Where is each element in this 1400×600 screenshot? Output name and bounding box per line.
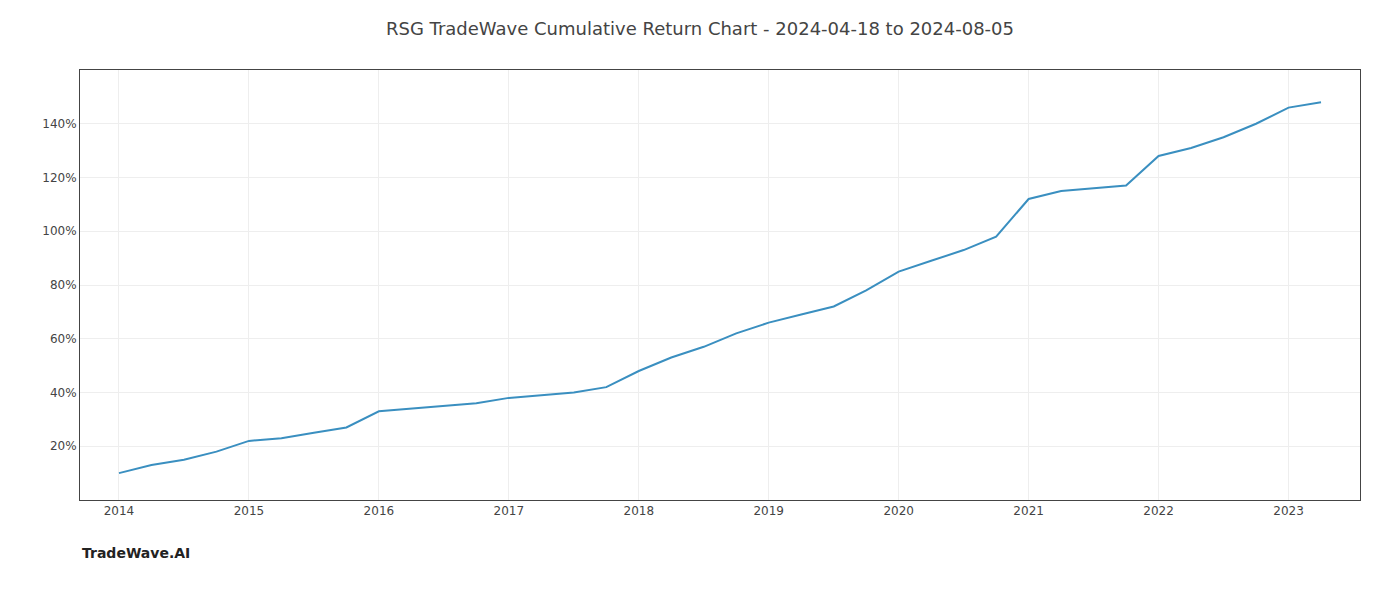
- svg-text:2016: 2016: [364, 504, 395, 518]
- svg-text:100%: 100%: [42, 224, 76, 238]
- svg-text:TradeWave.AI: TradeWave.AI: [82, 545, 190, 561]
- svg-text:20%: 20%: [50, 439, 77, 453]
- svg-text:60%: 60%: [50, 332, 77, 346]
- svg-text:2021: 2021: [1013, 504, 1044, 518]
- svg-text:40%: 40%: [50, 386, 77, 400]
- svg-text:2019: 2019: [753, 504, 784, 518]
- svg-text:2018: 2018: [624, 504, 655, 518]
- svg-text:2015: 2015: [234, 504, 265, 518]
- svg-text:2020: 2020: [883, 504, 914, 518]
- svg-text:2017: 2017: [494, 504, 525, 518]
- svg-text:140%: 140%: [42, 117, 76, 131]
- svg-text:2022: 2022: [1143, 504, 1174, 518]
- svg-text:2014: 2014: [104, 504, 135, 518]
- svg-text:2023: 2023: [1273, 504, 1304, 518]
- svg-text:80%: 80%: [50, 278, 77, 292]
- svg-text:RSG TradeWave Cumulative Retur: RSG TradeWave Cumulative Return Chart - …: [386, 18, 1014, 39]
- svg-text:120%: 120%: [42, 171, 76, 185]
